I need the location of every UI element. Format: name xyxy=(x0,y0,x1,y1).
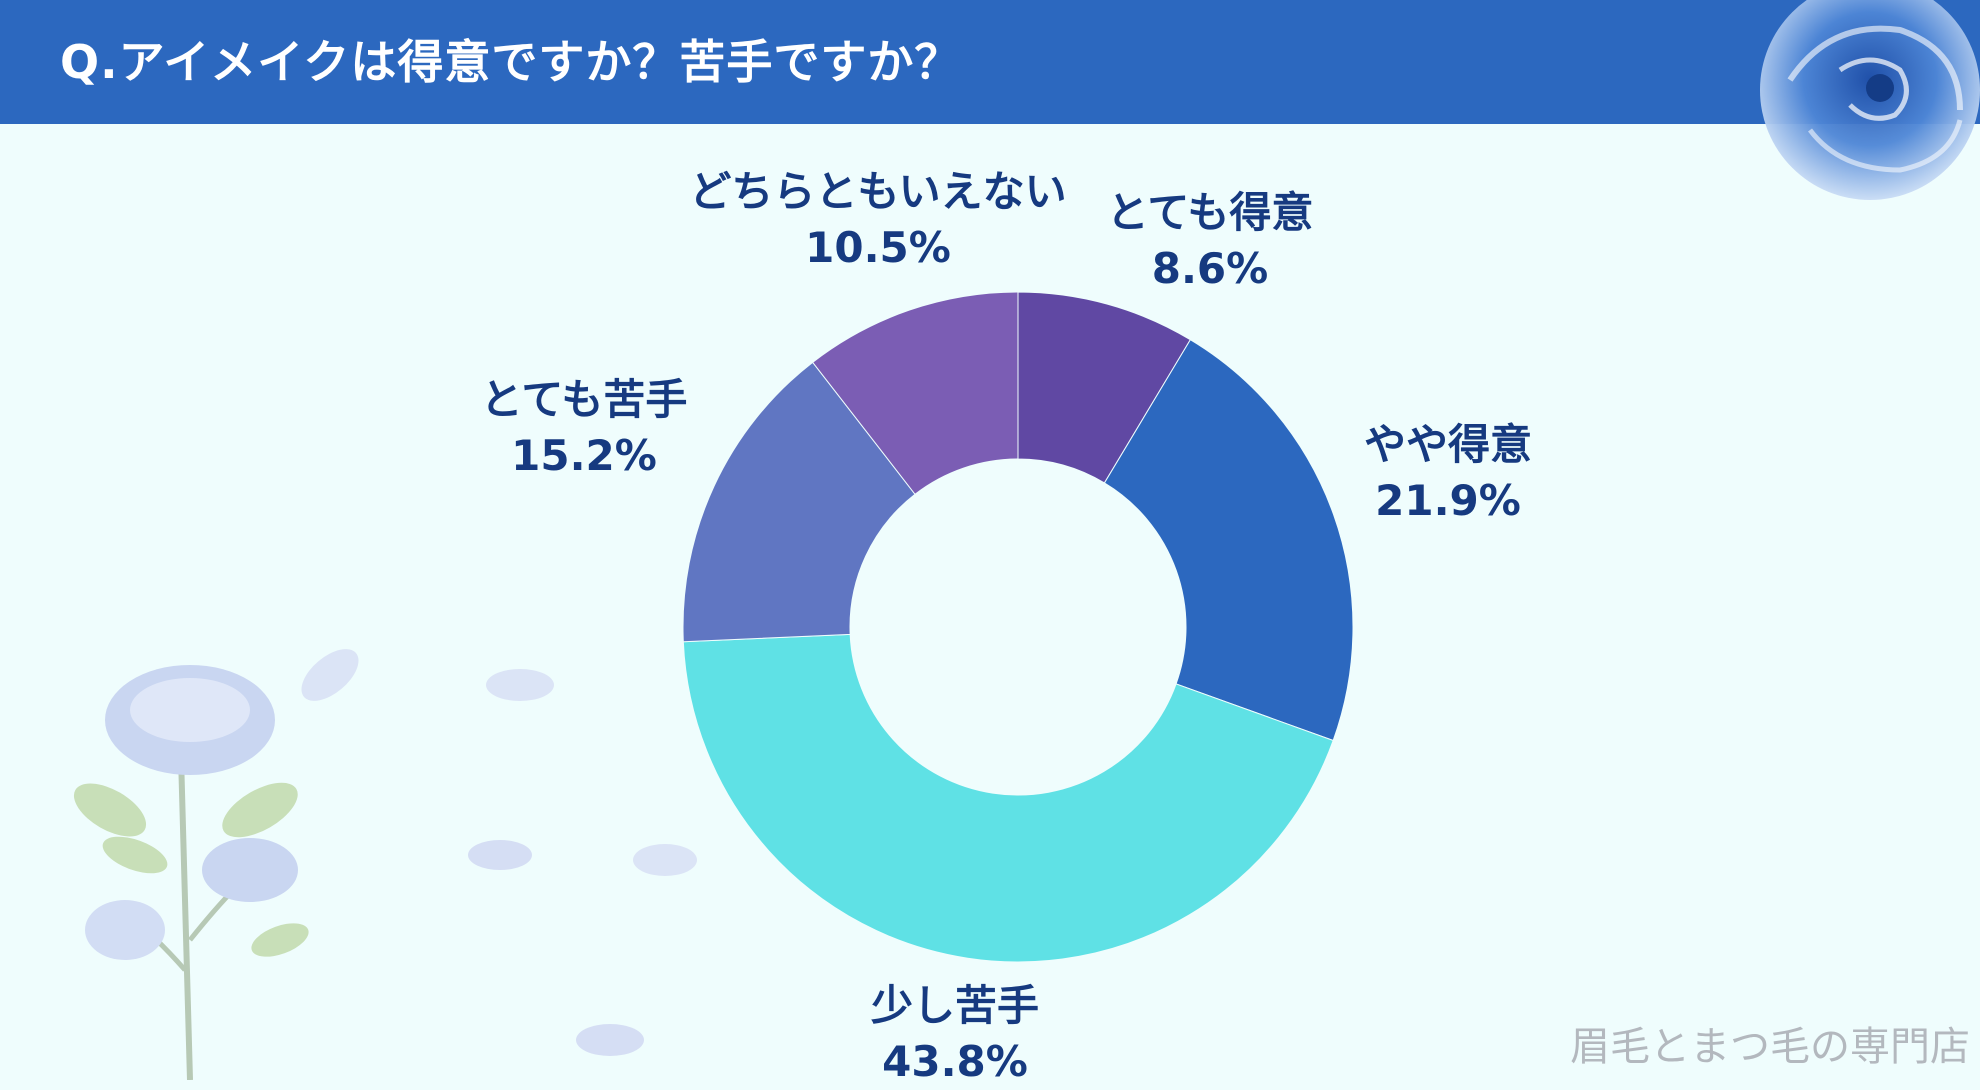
petal-decoration xyxy=(576,1024,644,1056)
petal-decoration xyxy=(486,669,554,701)
rose-illustration-top xyxy=(1760,0,1980,200)
slice-category: とても得意 xyxy=(1106,188,1314,237)
header-bar: Q.アイメイクは得意ですか？苦手ですか？ xyxy=(0,0,1980,124)
slice-category: とても苦手 xyxy=(480,375,688,424)
petal-decoration xyxy=(633,844,697,876)
donut-slice-3 xyxy=(682,361,916,643)
slice-value: 10.5% xyxy=(805,223,951,272)
page-title: Q.アイメイクは得意ですか？苦手ですか？ xyxy=(60,35,962,89)
slice-value: 8.6% xyxy=(1151,244,1269,293)
slice-label-very-bad: とても苦手 15.2% xyxy=(481,372,688,484)
donut-slice-1 xyxy=(1103,339,1354,742)
rose-branch-illustration xyxy=(73,665,309,1080)
donut-slice-2 xyxy=(682,633,1334,963)
slice-value: 21.9% xyxy=(1375,476,1521,525)
slice-label-very-good: とても得意 8.6% xyxy=(1107,185,1314,297)
slice-value: 43.8% xyxy=(882,1037,1028,1086)
slice-label-neutral: どちらともいえない 10.5% xyxy=(689,164,1066,276)
watermark: 眉毛とまつ毛の専門店 xyxy=(1570,1024,1970,1070)
slice-category: 少し苦手 xyxy=(870,981,1040,1030)
slice-category: やや得意 xyxy=(1363,420,1533,469)
slice-value: 15.2% xyxy=(511,431,657,480)
slice-label-somewhat-bad: 少し苦手 43.8% xyxy=(871,978,1039,1090)
slice-label-somewhat-good: やや得意 21.9% xyxy=(1364,417,1532,529)
slice-category: どちらともいえない xyxy=(689,167,1067,216)
donut-slice-4 xyxy=(811,291,1019,495)
petal-decoration xyxy=(301,649,359,701)
petal-decoration xyxy=(468,840,532,870)
